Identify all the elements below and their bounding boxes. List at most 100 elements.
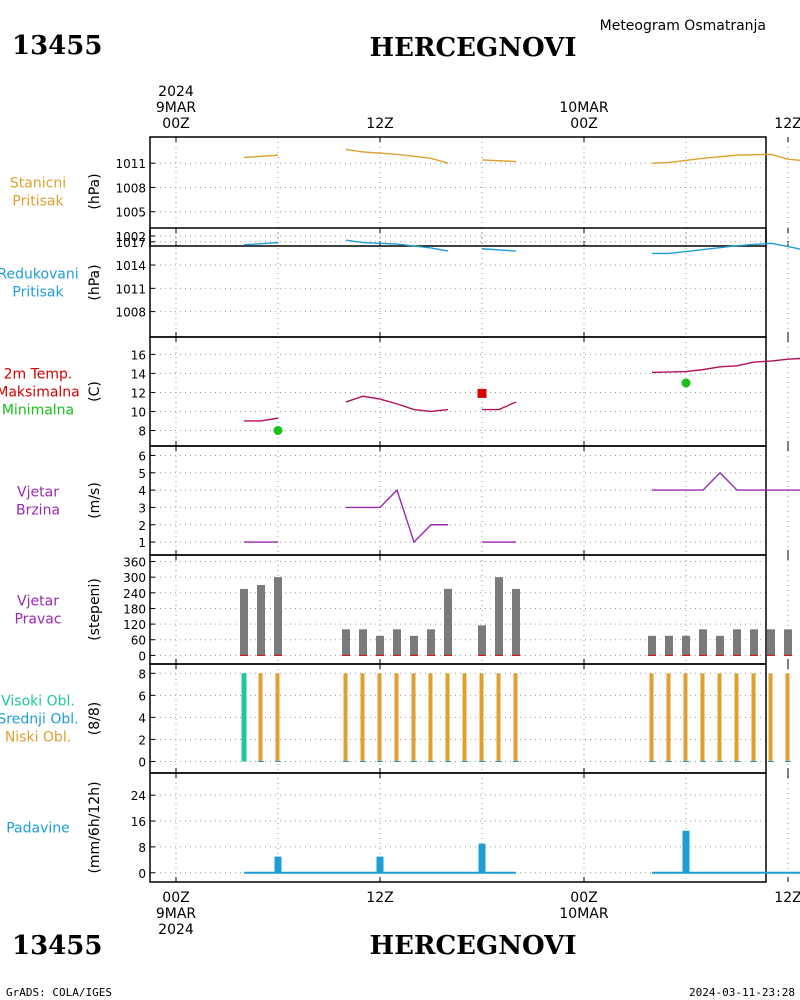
precip-bar <box>376 856 384 873</box>
low-cloud-bar <box>343 673 348 762</box>
panel-label-line: Pritisak <box>12 194 64 210</box>
low-cloud-bar <box>360 673 365 762</box>
panel-station-pressure: 1002 1005 1008 1011 (hPa) Stanicni Pritisak <box>10 136 800 247</box>
y-axis-label: (C) <box>87 381 103 402</box>
bottom-time-label: 10MAR <box>559 906 608 922</box>
direction-bar <box>257 584 265 656</box>
low-cloud-bar <box>496 673 501 762</box>
panel-frame <box>149 445 767 556</box>
y-tick-label: 180 <box>123 602 146 616</box>
y-tick-label: 2 <box>138 733 146 747</box>
low-cloud-bar <box>751 673 756 762</box>
panel-label-line: Pravac <box>14 612 61 628</box>
panel-label-line: Stanicni <box>10 176 66 192</box>
panel-temperature: 8 10 12 14 16 (C) 2m Temp. Maksimalna Minimalna <box>0 336 800 447</box>
panel-label-line: Vjetar <box>17 594 59 610</box>
y-tick-label: 1014 <box>115 259 146 273</box>
bottom-time-label: 00Z <box>162 890 189 906</box>
credit-text: GrADS: COLA/IGES <box>6 986 112 999</box>
series-line <box>243 154 279 159</box>
y-tick-label: 3 <box>138 501 146 515</box>
panel-frame <box>149 227 767 338</box>
direction-bar <box>359 629 367 656</box>
y-tick-label: 16 <box>131 348 146 362</box>
direction-bar <box>784 629 792 656</box>
product-title: Meteogram Osmatranja <box>600 18 766 34</box>
y-tick-label: 5 <box>138 467 146 481</box>
y-tick-label: 8 <box>138 424 146 438</box>
low-cloud-bar <box>734 673 739 762</box>
y-axis-label: (mm/6h/12h) <box>87 781 103 873</box>
y-axis-label: (stepeni) <box>87 578 103 641</box>
top-time-axis: 20249MAR00Z12Z10MAR00Z12Z11MAR00Z12Z <box>156 84 800 132</box>
top-time-label: 12Z <box>366 116 393 132</box>
precip-bar <box>274 856 282 873</box>
y-tick-label: 10 <box>131 405 146 419</box>
y-tick-label: 240 <box>123 587 146 601</box>
top-time-label: 12Z <box>774 116 800 132</box>
direction-bar <box>427 629 435 656</box>
panel-label-line: Vjetar <box>17 485 59 501</box>
low-cloud-bar <box>700 673 705 762</box>
panel-reduced-pressure: 1008 1011 1014 1017 (hPa) Redukovani Pritisak <box>0 227 800 338</box>
direction-bar <box>750 629 758 656</box>
series-line <box>481 248 517 252</box>
low-cloud-bar <box>462 673 467 762</box>
direction-bar <box>410 635 418 656</box>
low-cloud-bar <box>666 673 671 762</box>
direction-bar <box>240 588 248 656</box>
direction-bar <box>512 588 520 656</box>
top-time-label: 2024 <box>158 84 194 100</box>
direction-bar <box>376 635 384 656</box>
top-time-label: 9MAR <box>156 100 197 116</box>
series-line <box>652 242 800 255</box>
low-cloud-bar <box>717 673 722 762</box>
panel-label-line: Srednji Obl. <box>0 712 79 728</box>
direction-bar <box>342 629 350 656</box>
y-tick-label: 1008 <box>115 306 146 320</box>
tmin-marker <box>681 378 691 388</box>
panel-frame <box>149 772 767 883</box>
series-line <box>651 357 800 374</box>
panel-precipitation: 0 8 16 24 (mm/6h/12h) Padavine <box>6 772 800 883</box>
direction-bar <box>665 635 673 656</box>
y-tick-label: 2 <box>138 519 146 533</box>
series-line <box>651 153 800 164</box>
y-tick-label: 8 <box>138 841 146 855</box>
y-tick-label: 1008 <box>115 181 146 195</box>
y-tick-label: 1011 <box>115 282 146 296</box>
low-cloud-bar <box>275 673 280 762</box>
y-tick-label: 16 <box>131 815 146 829</box>
series-line <box>243 241 279 246</box>
y-tick-label: 8 <box>138 667 146 681</box>
timestamp-text: 2024-03-11-23:28 <box>689 986 795 999</box>
y-tick-label: 60 <box>131 634 146 648</box>
y-axis-label: (m/s) <box>87 482 103 519</box>
direction-bar <box>444 588 452 656</box>
panel-frame <box>149 136 767 247</box>
panel-label-line: 2m Temp. <box>4 367 73 383</box>
direction-bar <box>478 625 486 656</box>
direction-bar <box>767 629 775 656</box>
y-tick-label: 1017 <box>115 236 146 250</box>
y-tick-label: 120 <box>123 618 146 632</box>
panel-label-line: Redukovani <box>0 267 79 283</box>
series-line <box>244 417 279 422</box>
low-cloud-bar <box>445 673 450 762</box>
low-cloud-bar <box>768 673 773 762</box>
series-line <box>345 148 449 164</box>
y-tick-label: 4 <box>138 484 146 498</box>
tmin-marker <box>273 425 283 435</box>
y-axis-label: (hPa) <box>87 264 103 300</box>
station-name-top: HERCEGNOVI <box>370 33 577 63</box>
y-tick-label: 24 <box>131 789 146 803</box>
direction-bar <box>699 629 707 656</box>
precip-bar <box>682 830 690 873</box>
low-cloud-bar <box>649 673 654 762</box>
panel-label-line: Brzina <box>16 503 60 519</box>
y-tick-label: 0 <box>138 649 146 663</box>
panel-label-line: Niski Obl. <box>5 730 71 746</box>
precip-bar <box>478 843 486 873</box>
y-tick-label: 0 <box>138 755 146 769</box>
y-axis-label: (hPa) <box>87 173 103 209</box>
